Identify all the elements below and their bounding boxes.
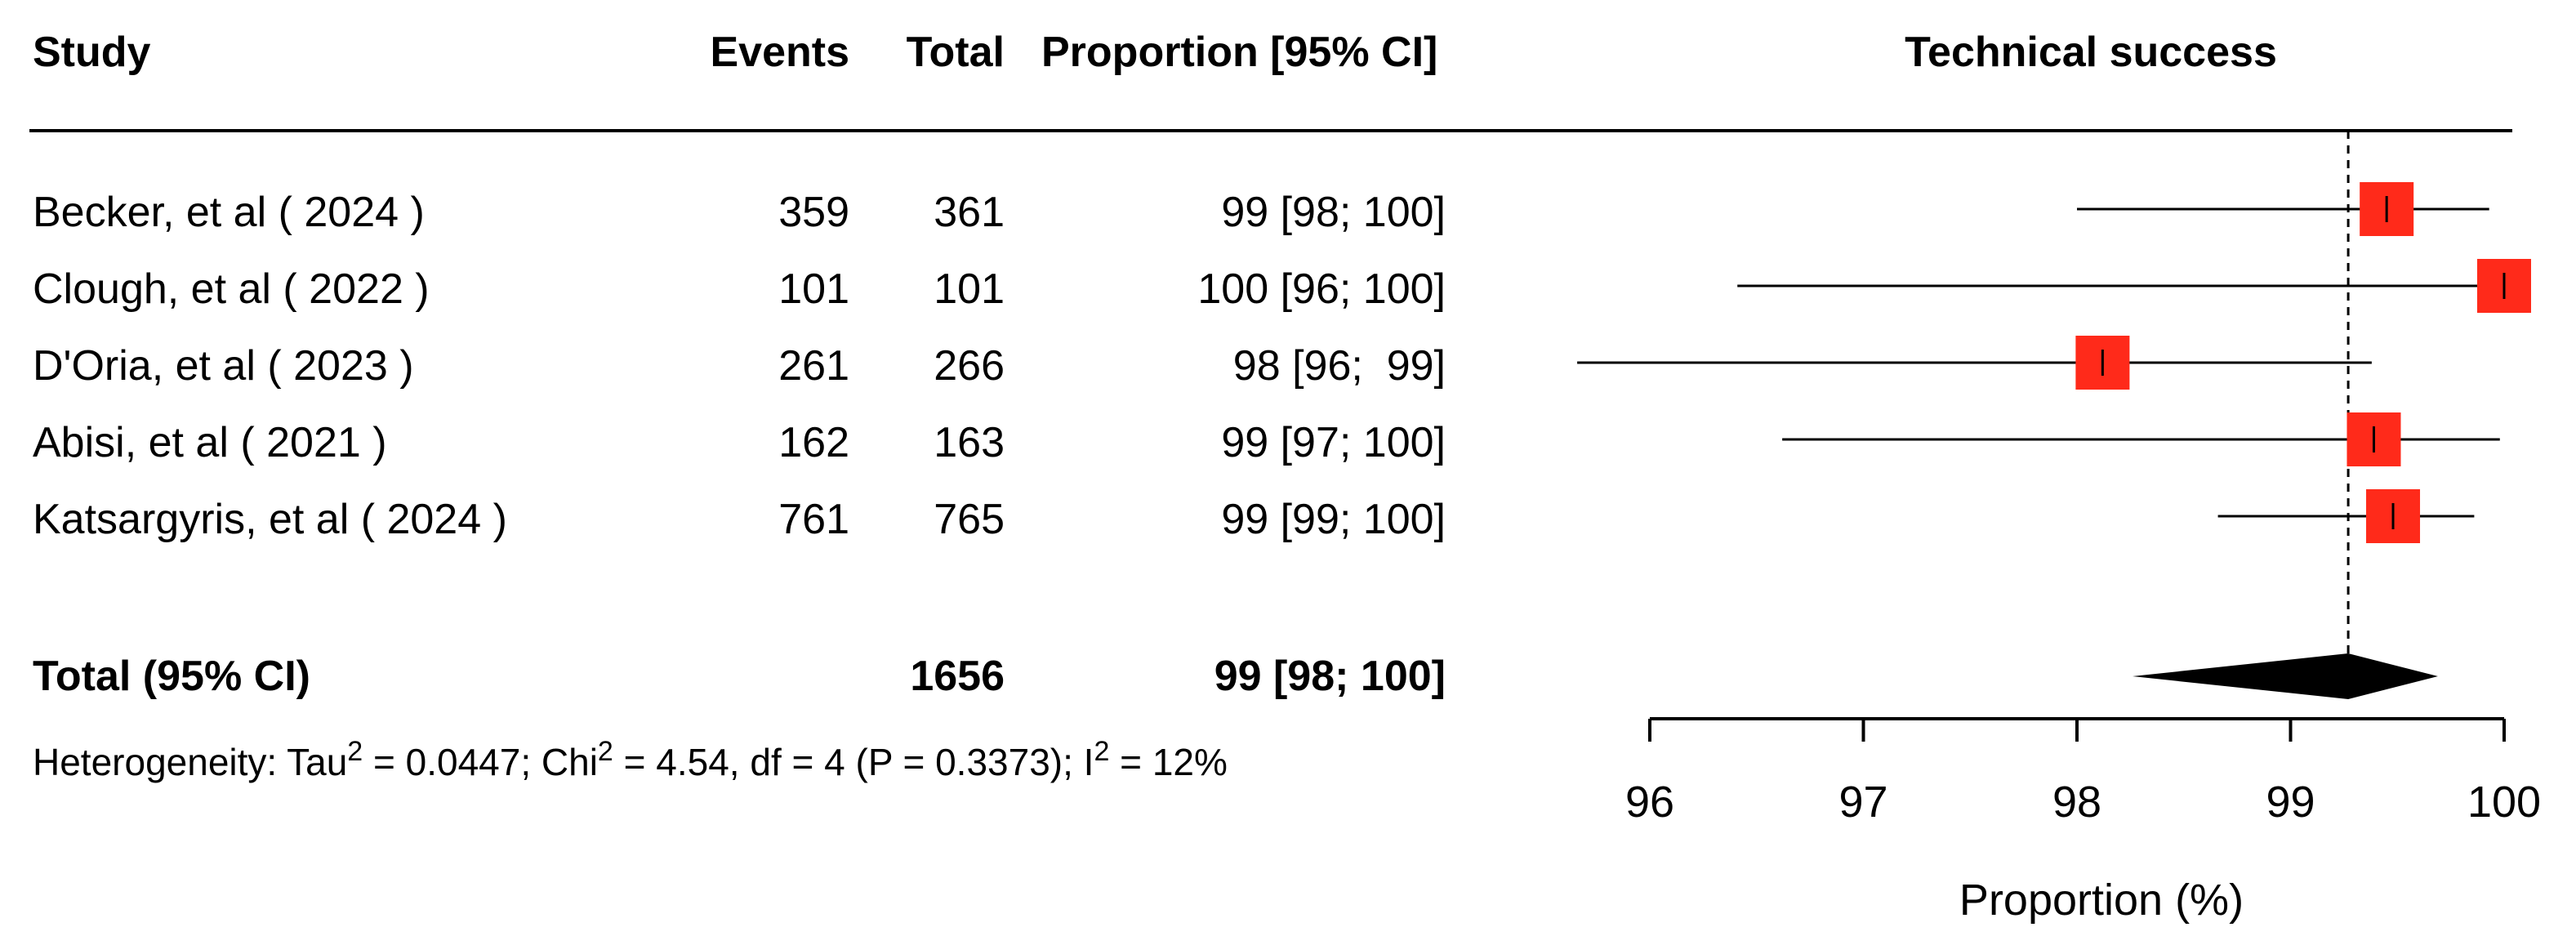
study-events: 261 [778,342,849,390]
study-ci-text: 99 [99; 100] [1221,496,1446,543]
study-events: 101 [778,265,849,313]
study-total: 163 [934,419,1005,466]
tau-superscript: 2 [347,736,363,767]
x-tick-label: 97 [1838,778,1887,827]
total-ci-text: 99 [98; 100] [1214,653,1446,700]
study-name: D'Oria, et al ( 2023 ) [33,342,414,390]
total-count: 1656 [910,653,1005,700]
total-label: Total (95% CI) [33,653,310,700]
x-tick-label: 96 [1625,778,1674,827]
study-name: Clough, et al ( 2022 ) [33,265,430,313]
heterogeneity-text: Heterogeneity: Tau2 = 0.0447; Chi2 = 4.5… [33,738,1228,783]
heterogeneity-prefix: Heterogeneity: Tau [33,741,348,783]
header-study: Study [33,29,151,76]
heterogeneity-i: = 12% [1109,741,1228,783]
study-events: 359 [778,189,849,236]
study-ci-text: 98 [96; 99] [1232,342,1446,390]
study-name: Becker, et al ( 2024 ) [33,189,425,236]
i-superscript: 2 [1094,736,1110,767]
study-ci-text: 100 [96; 100] [1197,265,1446,313]
study-total: 101 [934,265,1005,313]
study-total: 765 [934,496,1005,543]
study-name: Katsargyris, et al ( 2024 ) [33,496,507,543]
x-tick-label: 98 [2052,778,2101,827]
header-proportion: Proportion [95% CI] [1041,29,1438,76]
plot-title: Technical success [1905,29,2277,76]
x-axis-label: Proportion (%) [1959,876,2244,925]
study-ci-text: 99 [97; 100] [1221,419,1446,466]
study-total: 266 [934,342,1005,390]
chi-superscript: 2 [597,736,613,767]
x-tick-label: 100 [2467,778,2541,827]
pooled-diamond [2132,653,2438,699]
heterogeneity-tau: = 0.0447; Chi [363,741,598,783]
study-events: 761 [778,496,849,543]
study-events: 162 [778,419,849,466]
study-total: 361 [934,189,1005,236]
study-name: Abisi, et al ( 2021 ) [33,419,387,466]
header-total: Total [906,29,1005,76]
study-ci-text: 99 [98; 100] [1221,189,1446,236]
header-events: Events [710,29,849,76]
x-tick-label: 99 [2266,778,2315,827]
heterogeneity-chi: = 4.54, df = 4 (P = 0.3373); I [613,741,1094,783]
